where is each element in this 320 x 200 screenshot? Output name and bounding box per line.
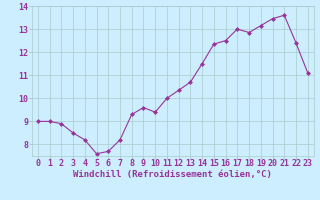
- X-axis label: Windchill (Refroidissement éolien,°C): Windchill (Refroidissement éolien,°C): [73, 170, 272, 179]
